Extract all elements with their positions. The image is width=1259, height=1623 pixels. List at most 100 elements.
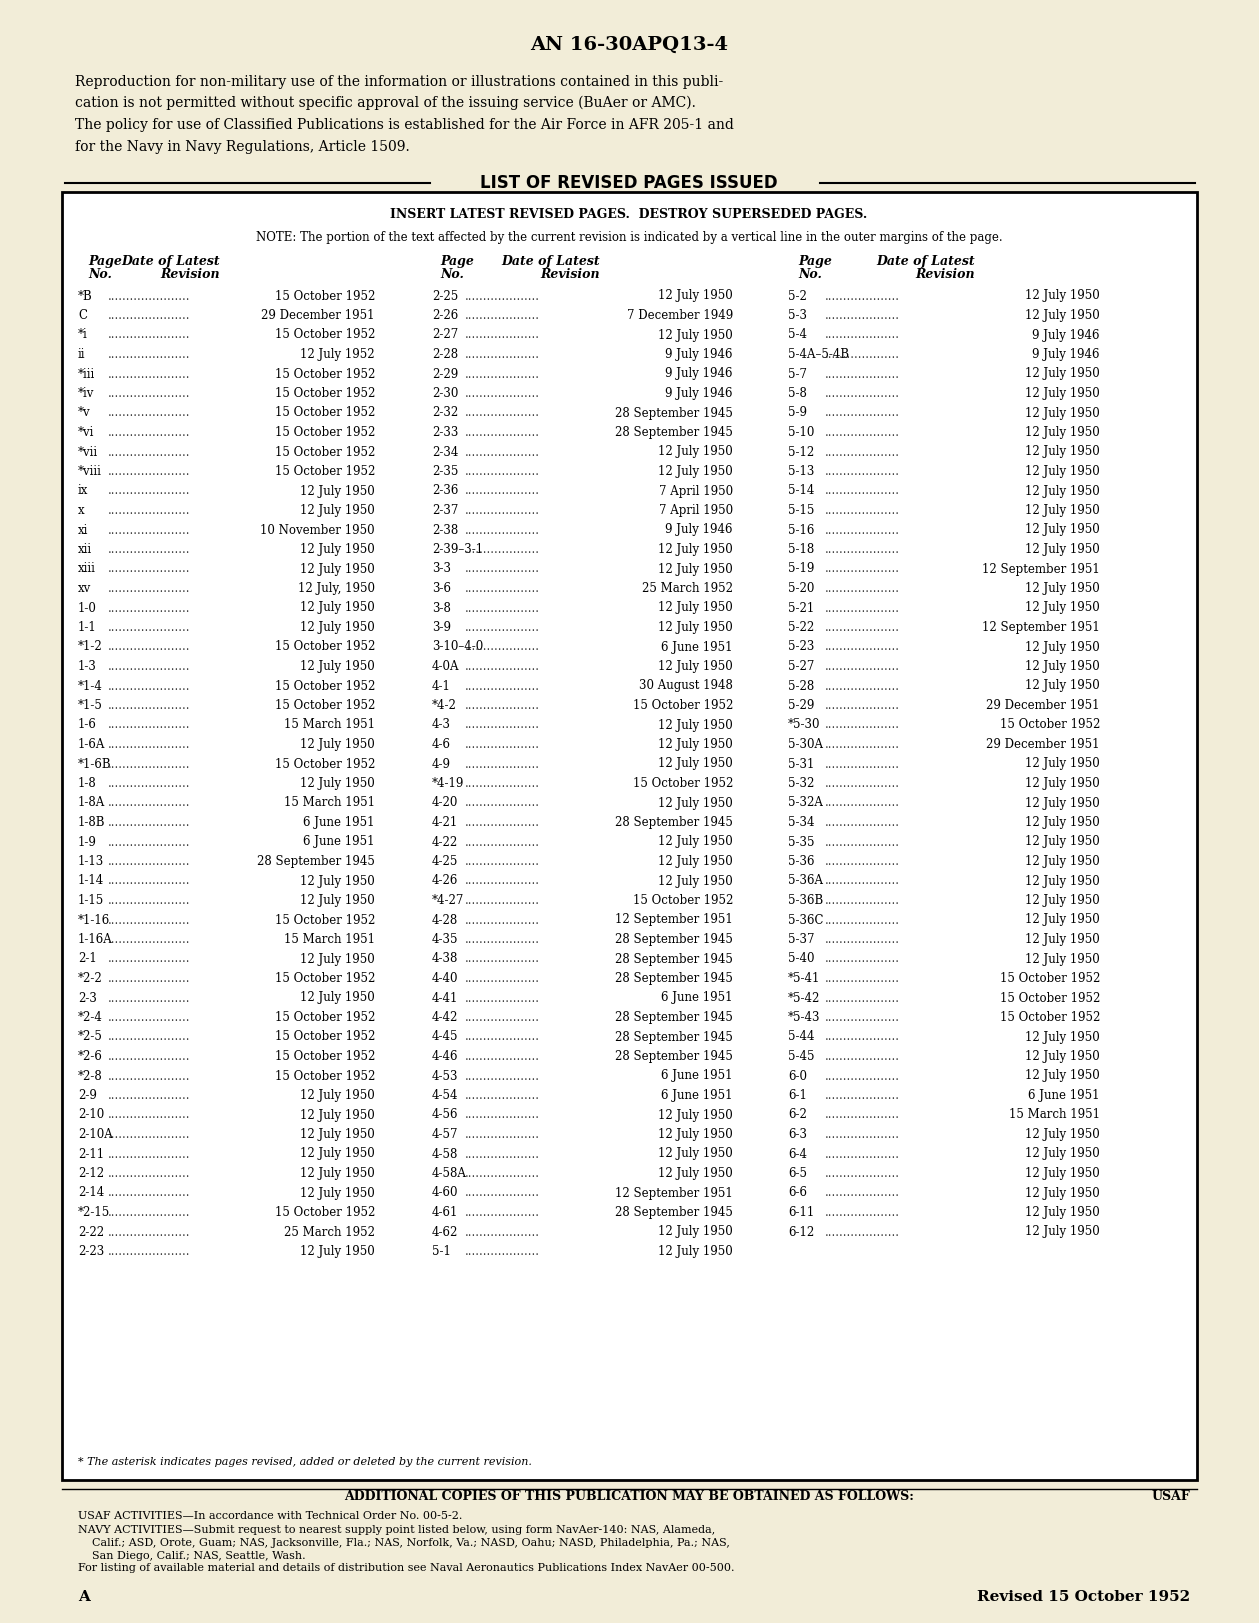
Text: 1-0: 1-0 — [78, 602, 97, 615]
Text: 4-61: 4-61 — [432, 1206, 458, 1219]
Text: ......................: ...................... — [108, 758, 190, 771]
Text: 15 October 1952: 15 October 1952 — [274, 680, 375, 693]
Text: 12 July 1950: 12 July 1950 — [658, 445, 733, 459]
Text: ......................: ...................... — [108, 1147, 190, 1160]
Text: 5-29: 5-29 — [788, 700, 815, 712]
Text: *iii: *iii — [78, 367, 96, 380]
Text: 12 July 1950: 12 July 1950 — [658, 563, 733, 576]
Text: 5-37: 5-37 — [788, 933, 815, 946]
Text: 15 October 1952: 15 October 1952 — [274, 1206, 375, 1219]
Text: 6-12: 6-12 — [788, 1225, 815, 1238]
Text: ....................: .................... — [465, 1206, 540, 1219]
Text: 5-14: 5-14 — [788, 485, 815, 498]
Text: 4-1: 4-1 — [432, 680, 451, 693]
Text: 15 October 1952: 15 October 1952 — [632, 700, 733, 712]
Text: *5-43: *5-43 — [788, 1011, 821, 1024]
Text: ....................: .................... — [465, 738, 540, 751]
Text: 1-6A: 1-6A — [78, 738, 106, 751]
Text: 12 July 1950: 12 July 1950 — [658, 1167, 733, 1180]
Text: ......................: ...................... — [108, 445, 190, 459]
Text: 12 July 1950: 12 July 1950 — [300, 738, 375, 751]
Text: 12 July 1950: 12 July 1950 — [1025, 485, 1100, 498]
Text: 15 October 1952: 15 October 1952 — [274, 972, 375, 985]
Text: ....................: .................... — [465, 308, 540, 321]
Text: ....................: .................... — [825, 1109, 900, 1121]
Text: ....................: .................... — [465, 466, 540, 479]
Text: 4-25: 4-25 — [432, 855, 458, 868]
Text: 5-15: 5-15 — [788, 505, 815, 518]
Text: 3-8: 3-8 — [432, 602, 451, 615]
Text: 4-60: 4-60 — [432, 1186, 458, 1199]
Text: *5-30: *5-30 — [788, 719, 821, 732]
Text: AN 16-30APQ13-4: AN 16-30APQ13-4 — [530, 36, 728, 54]
Text: 15 October 1952: 15 October 1952 — [274, 466, 375, 479]
Text: ....................: .................... — [465, 1070, 540, 1083]
Text: 29 December 1951: 29 December 1951 — [987, 700, 1100, 712]
Text: 5-7: 5-7 — [788, 367, 807, 380]
Text: San Diego, Calif.; NAS, Seattle, Wash.: San Diego, Calif.; NAS, Seattle, Wash. — [78, 1552, 306, 1561]
Text: ......................: ...................... — [108, 1225, 190, 1238]
Text: 12 July 1950: 12 July 1950 — [1025, 1225, 1100, 1238]
Text: 5-13: 5-13 — [788, 466, 815, 479]
Text: 3-10–4-0: 3-10–4-0 — [432, 641, 483, 654]
Text: 15 October 1952: 15 October 1952 — [274, 914, 375, 927]
Text: 1-1: 1-1 — [78, 622, 97, 635]
Text: 15 October 1952: 15 October 1952 — [1000, 972, 1100, 985]
Text: ....................: .................... — [465, 328, 540, 341]
Text: ....................: .................... — [465, 914, 540, 927]
Text: 2-23: 2-23 — [78, 1245, 104, 1258]
Text: ....................: .................... — [465, 544, 540, 557]
Text: ......................: ...................... — [108, 308, 190, 321]
Text: 5-44: 5-44 — [788, 1031, 815, 1044]
Text: 15 October 1952: 15 October 1952 — [274, 445, 375, 459]
Text: 12 July 1950: 12 July 1950 — [1025, 953, 1100, 966]
Text: 12 July 1950: 12 July 1950 — [1025, 894, 1100, 907]
Text: ....................: .................... — [465, 1167, 540, 1180]
Text: 15 October 1952: 15 October 1952 — [274, 1050, 375, 1063]
Text: *2-4: *2-4 — [78, 1011, 103, 1024]
Text: 5-3: 5-3 — [788, 308, 807, 321]
Text: 12 July 1950: 12 July 1950 — [300, 602, 375, 615]
Text: 28 September 1945: 28 September 1945 — [616, 1206, 733, 1219]
Text: 1-14: 1-14 — [78, 875, 104, 888]
Text: 12 July 1950: 12 July 1950 — [1025, 1147, 1100, 1160]
Text: x: x — [78, 505, 84, 518]
Text: 6-11: 6-11 — [788, 1206, 815, 1219]
Text: 2-12: 2-12 — [78, 1167, 104, 1180]
Text: 5-10: 5-10 — [788, 425, 815, 438]
Text: ....................: .................... — [465, 797, 540, 810]
Text: 15 March 1951: 15 March 1951 — [285, 797, 375, 810]
Text: ......................: ...................... — [108, 289, 190, 302]
Text: 12 July 1950: 12 July 1950 — [1025, 544, 1100, 557]
Text: 12 July 1950: 12 July 1950 — [1025, 914, 1100, 927]
Text: 2-10A: 2-10A — [78, 1128, 113, 1141]
Text: 4-35: 4-35 — [432, 933, 458, 946]
Text: 12 July 1950: 12 July 1950 — [658, 1225, 733, 1238]
Text: ......................: ...................... — [108, 602, 190, 615]
Text: ....................: .................... — [825, 308, 900, 321]
Text: 6-1: 6-1 — [788, 1089, 807, 1102]
Text: 12 July 1950: 12 July 1950 — [300, 953, 375, 966]
Text: 1-9: 1-9 — [78, 836, 97, 849]
Text: ....................: .................... — [825, 953, 900, 966]
Text: ....................: .................... — [825, 836, 900, 849]
Text: 2-36: 2-36 — [432, 485, 458, 498]
Text: 12 July, 1950: 12 July, 1950 — [298, 583, 375, 596]
Text: ....................: .................... — [465, 933, 540, 946]
Text: ....................: .................... — [825, 1167, 900, 1180]
Text: 28 September 1945: 28 September 1945 — [616, 425, 733, 438]
Text: 12 July 1950: 12 July 1950 — [1025, 308, 1100, 321]
Text: *1-4: *1-4 — [78, 680, 103, 693]
Text: 3-6: 3-6 — [432, 583, 451, 596]
Text: 5-36A: 5-36A — [788, 875, 823, 888]
Text: ....................: .................... — [825, 1186, 900, 1199]
Text: 1-8A: 1-8A — [78, 797, 106, 810]
Text: ......................: ...................... — [108, 972, 190, 985]
Text: 28 September 1945: 28 September 1945 — [257, 855, 375, 868]
Text: ....................: .................... — [825, 1070, 900, 1083]
Text: 15 October 1952: 15 October 1952 — [274, 328, 375, 341]
Text: ......................: ...................... — [108, 544, 190, 557]
Text: ......................: ...................... — [108, 1070, 190, 1083]
Text: ii: ii — [78, 347, 86, 360]
Text: 12 September 1951: 12 September 1951 — [982, 563, 1100, 576]
